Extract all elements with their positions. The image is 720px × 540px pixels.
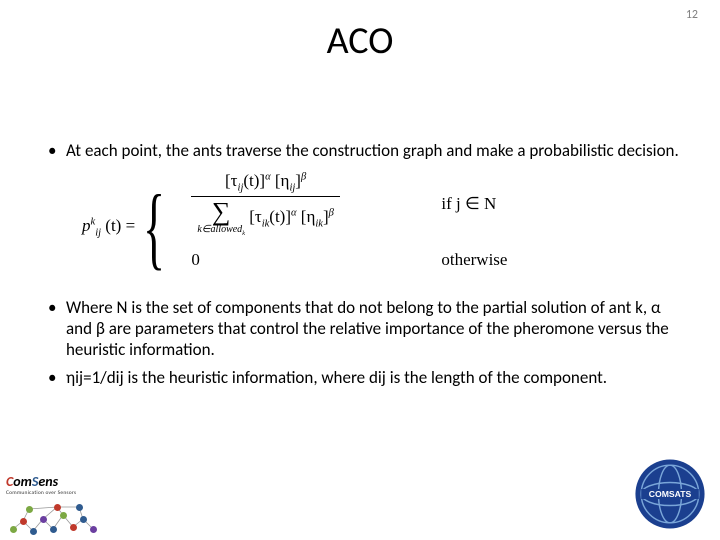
denominator: ∑ k∈allowedk [τik(t)]α [ηik]β: [191, 197, 340, 237]
num-eta: [η: [275, 171, 290, 190]
slide: 12 ACO • At each point, the ants travers…: [0, 0, 720, 540]
bullet-text: Where N is the set of components that do…: [66, 297, 680, 361]
num-eta-sup: β: [301, 172, 306, 183]
sum-lim-sub: k: [242, 230, 245, 237]
comsats-logo: COMSATS: [634, 458, 706, 530]
brand-name: ComSens: [6, 473, 116, 490]
bullet-2: • Where N is the set of components that …: [48, 297, 680, 361]
comsats-label-text: COMSATS: [649, 489, 692, 499]
brand-tagline: Communication over Sensors: [6, 490, 116, 496]
network-graphic: [6, 498, 106, 534]
bullet-text: ηij=1/dij is the heuristic information, …: [66, 367, 680, 388]
network-node: [76, 504, 83, 511]
formula-block: pkij (t) = { [τij(t)]α [ηij]β: [82, 171, 680, 283]
den-tau-sup: α: [291, 207, 297, 218]
case-1: [τij(t)]α [ηij]β ∑ k∈allowedk [τik(t)]α: [191, 171, 507, 237]
lhs-sup: k: [91, 216, 96, 227]
formula-cases: [τij(t)]α [ηij]β ∑ k∈allowedk [τik(t)]α: [191, 171, 507, 283]
comsats-globe-icon: COMSATS: [634, 458, 706, 530]
network-node: [70, 524, 77, 531]
bullet-dot: •: [48, 367, 66, 388]
fraction: [τij(t)]α [ηij]β ∑ k∈allowedk [τik(t)]α: [191, 171, 340, 237]
formula-lhs: pkij (t) =: [82, 216, 141, 238]
sum-lim-main: k∈allowed: [197, 224, 242, 235]
network-node: [20, 518, 27, 525]
slide-title: ACO: [0, 18, 720, 64]
slide-body: • At each point, the ants traverse the c…: [48, 140, 680, 394]
bullet-dot: •: [48, 140, 66, 161]
den-tau-arg: (t)]: [269, 207, 291, 226]
left-brace: {: [141, 192, 166, 262]
lhs-arg: (t) =: [105, 216, 135, 235]
probability-formula: pkij (t) = { [τij(t)]α [ηij]β: [82, 171, 680, 283]
network-node: [54, 504, 61, 511]
den-eta-sup: β: [329, 207, 334, 218]
den-tau: [τ: [249, 207, 262, 226]
network-node: [90, 526, 97, 533]
lhs-sub: ij: [95, 227, 101, 238]
num-tau-arg: (t)]: [243, 171, 265, 190]
network-node: [26, 506, 33, 513]
den-eta: [η: [301, 207, 316, 226]
numerator: [τij(t)]α [ηij]β: [191, 171, 340, 196]
sigma: ∑: [197, 199, 245, 225]
case-2-expr: 0: [191, 250, 411, 270]
lhs-base: p: [82, 216, 91, 235]
brand-om: om: [13, 473, 32, 490]
num-tau-sup: α: [265, 172, 271, 183]
network-node: [80, 516, 87, 523]
bullet-3: • ηij=1/dij is the heuristic information…: [48, 367, 680, 388]
network-node: [50, 526, 57, 533]
bullet-text: At each point, the ants traverse the con…: [66, 140, 680, 161]
bullet-dot: •: [48, 297, 66, 361]
network-node: [10, 526, 17, 533]
case-2: 0 otherwise: [191, 237, 507, 283]
num-tau: [τ: [225, 171, 238, 190]
network-node: [60, 512, 67, 519]
case-2-cond: otherwise: [411, 250, 507, 270]
network-node: [30, 528, 37, 535]
comsens-logo: ComSens Communication over Sensors: [6, 473, 116, 534]
sum-op: ∑ k∈allowedk: [197, 199, 245, 237]
den-eta-sub: ik: [315, 218, 323, 229]
bullet-1: • At each point, the ants traverse the c…: [48, 140, 680, 161]
network-node: [40, 516, 47, 523]
case-1-expr: [τij(t)]α [ηij]β ∑ k∈allowedk [τik(t)]α: [191, 171, 411, 237]
case-1-cond: if j ∈ N: [411, 194, 496, 214]
brand-ens: ens: [38, 473, 58, 490]
sum-limits: k∈allowedk: [197, 225, 245, 237]
